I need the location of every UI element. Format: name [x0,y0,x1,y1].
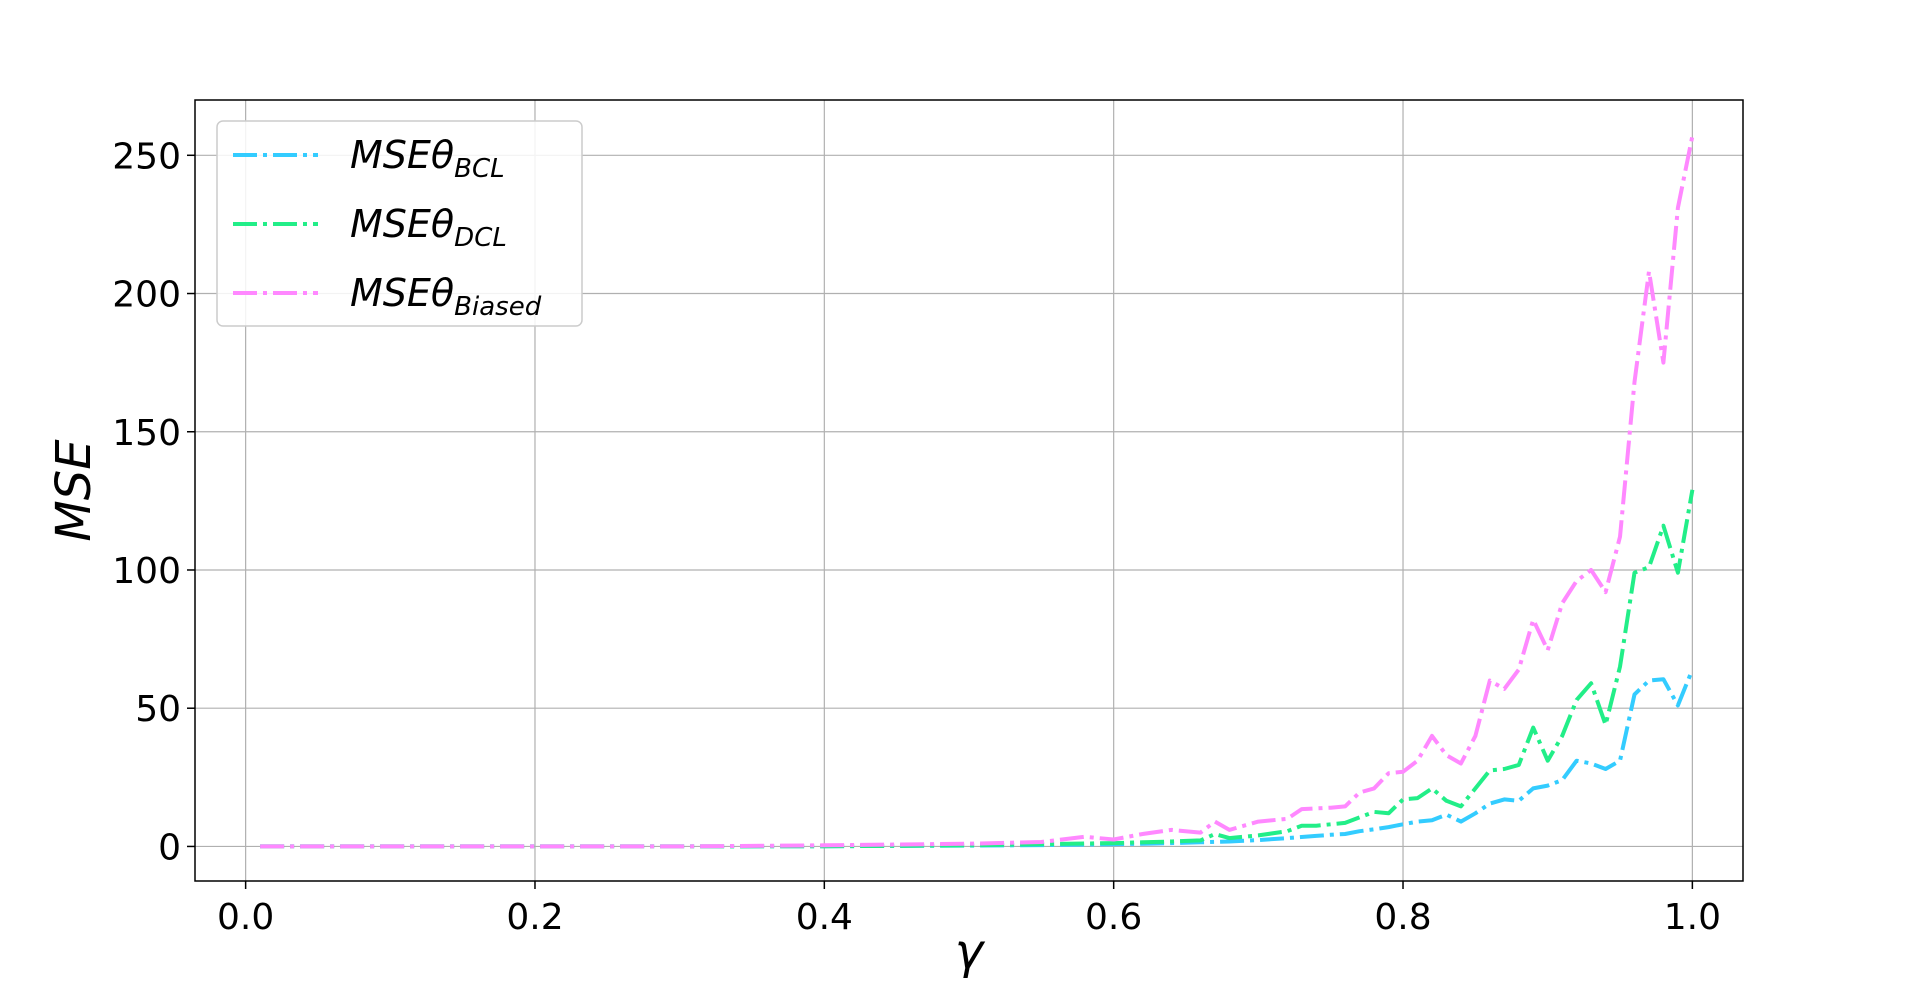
y-axis-ticks: 0 50 100 150 200 250 [112,136,195,868]
legend-entry: MSEθDCL [350,202,507,253]
x-tick-label: 1.0 [1664,897,1721,938]
x-tick-label: 0.8 [1374,897,1431,938]
y-tick-label: 100 [112,551,181,592]
x-tick-label: 0.4 [796,897,853,938]
legend-entry: MSEθBCL [350,133,505,184]
legend-box [216,120,583,327]
y-tick-label: 200 [112,275,181,316]
x-axis-ticks: 0.0 0.2 0.4 0.6 0.8 1.0 [217,881,1721,938]
x-tick-label: 0.2 [506,897,563,938]
y-tick-label: 50 [135,689,181,730]
y-tick-label: 250 [112,136,181,177]
series-line-biased [260,135,1695,849]
legend-entry: MSEθBiased [350,271,542,322]
series-line-dcl [260,489,1695,849]
legend: MSEθBCL MSEθDCL MSEθBiased [216,120,583,327]
x-axis-label: γ [955,924,986,980]
plot-frame [194,99,1744,882]
y-tick-label: 150 [112,413,181,454]
x-tick-label: 0.6 [1085,897,1142,938]
series-lines [260,135,1695,849]
y-axis-label: MSE [46,439,102,542]
series-line-bcl [260,668,1695,849]
y-tick-label: 0 [158,827,181,868]
x-tick-label: 0.0 [217,897,274,938]
